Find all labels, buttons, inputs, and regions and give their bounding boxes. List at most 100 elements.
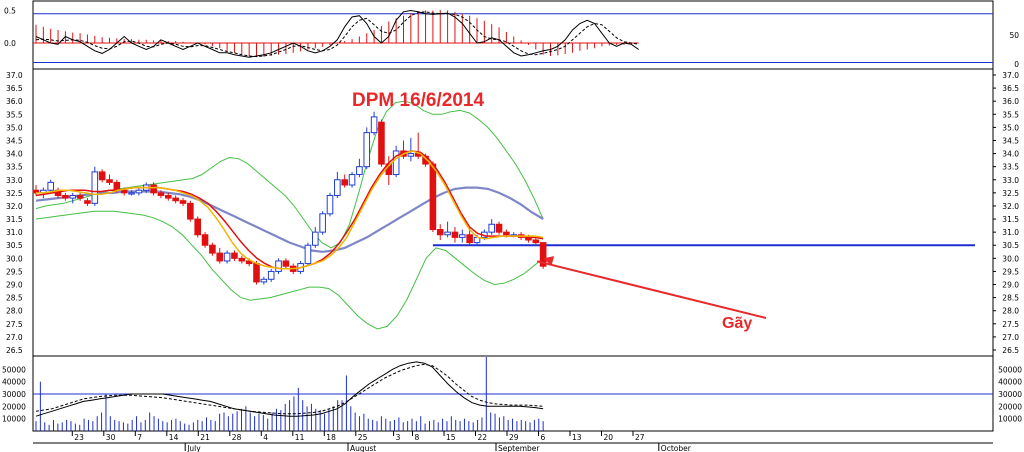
- candle-body: [466, 234, 473, 244]
- price-tick-left: 32.5: [6, 189, 23, 198]
- candle-body: [238, 257, 246, 262]
- candle-body: [341, 179, 348, 186]
- x-day-tick: 29: [509, 433, 519, 442]
- candle-body: [356, 166, 363, 176]
- x-day-tick: 21: [200, 433, 210, 442]
- volume-tick-left: 50000: [2, 365, 26, 374]
- price-tick-left: 34.5: [6, 136, 23, 145]
- x-day-tick: 28: [232, 433, 242, 442]
- panel-frames: [32, 0, 994, 432]
- volume-panel: 50000 40000 30000 20000 10000 50000 40000 30000…: [2, 357, 1022, 431]
- x-month-tick: July: [186, 444, 201, 452]
- price-tick-right: 34.0: [1002, 150, 1019, 159]
- x-day-tick: 27: [635, 433, 645, 442]
- volume-tick-right: 10000: [998, 415, 1022, 424]
- candle-body: [334, 179, 341, 196]
- candle-body: [370, 116, 378, 134]
- price-tick-left: 28.5: [6, 294, 23, 303]
- price-tick-right: 35.0: [1002, 123, 1019, 132]
- volume-tick-right: 30000: [998, 390, 1022, 399]
- candle-body: [69, 194, 77, 199]
- candle-body: [459, 234, 466, 238]
- candle-body: [503, 231, 510, 236]
- x-month-tick: September: [498, 444, 540, 452]
- x-day-tick: 6: [541, 433, 546, 442]
- price-tick-left: 36.0: [6, 97, 23, 106]
- price-tick-left: 35.0: [6, 123, 23, 132]
- price-tick-left: 33.5: [6, 163, 23, 172]
- candle-body: [179, 200, 187, 204]
- price-tick-left: 26.5: [6, 346, 23, 355]
- x-day-tick: 23: [74, 433, 84, 442]
- candle-body: [495, 223, 503, 233]
- x-month-tick: August: [350, 444, 376, 452]
- candle-body: [275, 260, 282, 272]
- price-tick-right: 30.0: [1002, 254, 1019, 263]
- candle-body: [429, 163, 437, 231]
- price-tick-right: 37.0: [1002, 71, 1019, 80]
- annotation-arrow: [536, 260, 767, 319]
- price-tick-right: 30.5: [1002, 241, 1019, 250]
- osc-line-signal: [35, 11, 639, 58]
- volume-ma-dashed: [35, 363, 544, 415]
- price-tick-right: 36.5: [1002, 84, 1019, 93]
- candle-body: [62, 194, 69, 199]
- candle-body: [326, 194, 334, 215]
- x-day-tick: 4: [263, 433, 268, 442]
- candle-body: [532, 239, 540, 244]
- candle-body: [392, 150, 400, 176]
- candle-body: [260, 278, 268, 283]
- price-tick-left: 30.0: [6, 254, 23, 263]
- candle-body: [451, 231, 459, 238]
- price-tick-right: 27.5: [1002, 320, 1019, 329]
- price-tick-right: 33.5: [1002, 163, 1019, 172]
- candle-body: [187, 202, 194, 220]
- price-tick-left: 35.5: [6, 110, 23, 119]
- candle-body: [135, 189, 143, 194]
- candle-body: [436, 229, 444, 236]
- osc-line-main: [35, 9, 639, 58]
- osc-right-tick: 50: [1009, 31, 1019, 40]
- price-tick-left: 32.0: [6, 202, 23, 211]
- candle-body: [312, 231, 319, 246]
- price-tick-right: 31.0: [1002, 228, 1019, 237]
- price-tick-right: 31.5: [1002, 215, 1019, 224]
- price-tick-left: 37.0: [6, 71, 23, 80]
- candle-body: [407, 153, 415, 157]
- x-day-tick: 22: [478, 433, 488, 442]
- outer-frame: [32, 0, 994, 432]
- chart-title: DPM 16/6/2014: [352, 90, 484, 111]
- volume-tick-right: 40000: [998, 378, 1022, 387]
- price-tick-right: 26.5: [1002, 346, 1019, 355]
- x-day-tick: 18: [326, 433, 336, 442]
- price-tick-right: 29.0: [1002, 281, 1019, 290]
- price-tick-right: 28.0: [1002, 307, 1019, 316]
- candle-body: [91, 171, 99, 204]
- price-tick-right: 34.5: [1002, 136, 1019, 145]
- price-tick-right: 33.0: [1002, 176, 1019, 185]
- candle-body: [378, 121, 385, 165]
- x-day-tick: 14: [169, 433, 179, 442]
- candle-body: [304, 244, 312, 265]
- price-tick-right: 36.0: [1002, 97, 1019, 106]
- price-tick-left: 29.5: [6, 267, 23, 276]
- volume-tick-left: 30000: [2, 390, 26, 399]
- bollinger-lower: [35, 210, 544, 330]
- x-axis: 23 30 7 14 21 28 4 11 18 25 3 8 15 22 29 6 13 20 27 July Aug…: [33, 431, 993, 452]
- candle-body: [539, 242, 547, 267]
- candle-body: [363, 132, 371, 168]
- candle-body: [201, 234, 209, 246]
- candle-body: [113, 181, 121, 191]
- candle-body: [282, 260, 290, 267]
- price-tick-left: 31.0: [6, 228, 23, 237]
- x-day-tick: 8: [415, 433, 420, 442]
- candle-body: [223, 252, 231, 262]
- volume-tick-left: 20000: [2, 402, 26, 411]
- candle-body: [76, 194, 84, 199]
- x-day-tick: 25: [358, 433, 368, 442]
- volume-tick-right: 50000: [998, 365, 1022, 374]
- volume-tick-left: 40000: [2, 378, 26, 387]
- x-day-tick: 11: [295, 433, 305, 442]
